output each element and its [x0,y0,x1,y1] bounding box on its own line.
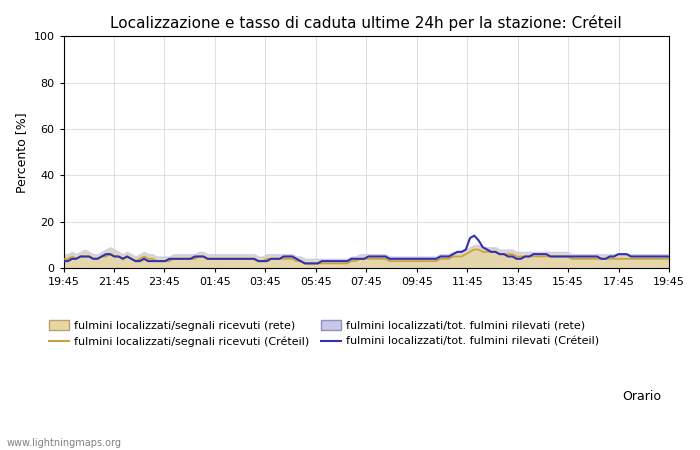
Title: Localizzazione e tasso di caduta ultime 24h per la stazione: Créteil: Localizzazione e tasso di caduta ultime … [111,15,622,31]
Text: www.lightningmaps.org: www.lightningmaps.org [7,438,122,448]
Legend: fulmini localizzati/segnali ricevuti (rete), fulmini localizzati/segnali ricevut: fulmini localizzati/segnali ricevuti (re… [44,315,603,351]
Y-axis label: Percento [%]: Percento [%] [15,112,28,193]
Text: Orario: Orario [622,390,661,403]
